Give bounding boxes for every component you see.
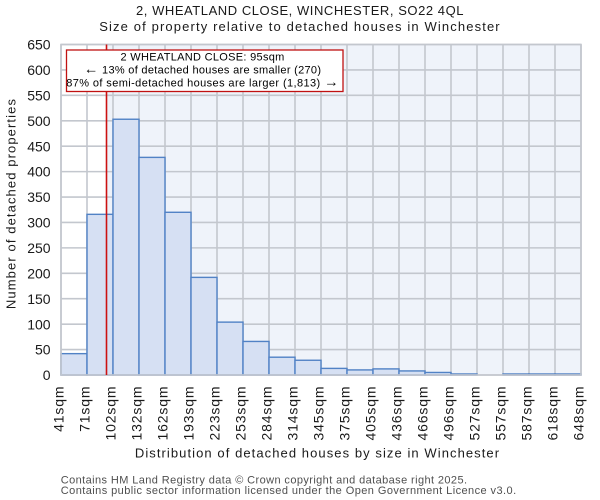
svg-text:253sqm: 253sqm (232, 386, 248, 441)
svg-text:350: 350 (27, 189, 51, 205)
svg-text:500: 500 (27, 113, 51, 129)
svg-text:466sqm: 466sqm (414, 386, 430, 441)
svg-text:71sqm: 71sqm (76, 386, 92, 432)
svg-text:314sqm: 314sqm (284, 386, 300, 441)
svg-text:162sqm: 162sqm (154, 386, 170, 441)
svg-text:618sqm: 618sqm (544, 386, 560, 441)
svg-text:587sqm: 587sqm (518, 386, 534, 441)
svg-text:Number of detached properties: Number of detached properties (4, 98, 19, 309)
svg-text:150: 150 (27, 291, 51, 307)
svg-text:102sqm: 102sqm (102, 386, 118, 441)
svg-text:87% of semi-detached houses ar: 87% of semi-detached houses are larger (… (66, 74, 339, 90)
svg-text:284sqm: 284sqm (258, 386, 274, 441)
svg-text:600: 600 (27, 62, 51, 78)
svg-text:450: 450 (27, 138, 51, 154)
svg-text:100: 100 (27, 316, 51, 332)
svg-text:Contains public sector informa: Contains public sector information licen… (61, 485, 517, 497)
svg-text:223sqm: 223sqm (206, 386, 222, 441)
svg-text:436sqm: 436sqm (388, 386, 404, 441)
svg-text:405sqm: 405sqm (362, 386, 378, 441)
svg-text:250: 250 (27, 240, 51, 256)
svg-text:496sqm: 496sqm (440, 386, 456, 441)
svg-text:375sqm: 375sqm (336, 386, 352, 441)
svg-text:132sqm: 132sqm (128, 386, 144, 441)
svg-text:41sqm: 41sqm (50, 386, 66, 432)
svg-text:400: 400 (27, 164, 51, 180)
svg-text:← 13% of detached houses are s: ← 13% of detached houses are smaller (27… (84, 62, 321, 78)
svg-text:2 WHEATLAND CLOSE: 95sqm: 2 WHEATLAND CLOSE: 95sqm (121, 52, 285, 64)
svg-text:200: 200 (27, 265, 51, 281)
svg-text:Distribution of detached house: Distribution of detached houses by size … (135, 445, 500, 460)
svg-text:Size of property relative to d: Size of property relative to detached ho… (99, 19, 501, 34)
svg-text:Contains HM Land Registry data: Contains HM Land Registry data © Crown c… (61, 474, 468, 486)
svg-text:193sqm: 193sqm (180, 386, 196, 441)
svg-text:345sqm: 345sqm (310, 386, 326, 441)
svg-text:648sqm: 648sqm (570, 386, 586, 441)
svg-text:527sqm: 527sqm (466, 386, 482, 441)
svg-text:550: 550 (27, 87, 51, 103)
svg-text:650: 650 (27, 37, 51, 53)
svg-text:557sqm: 557sqm (492, 386, 508, 441)
svg-text:2, WHEATLAND CLOSE, WINCHESTER: 2, WHEATLAND CLOSE, WINCHESTER, SO22 4QL (136, 3, 464, 18)
svg-text:300: 300 (27, 215, 51, 231)
svg-text:50: 50 (35, 342, 51, 358)
svg-text:0: 0 (43, 367, 51, 383)
